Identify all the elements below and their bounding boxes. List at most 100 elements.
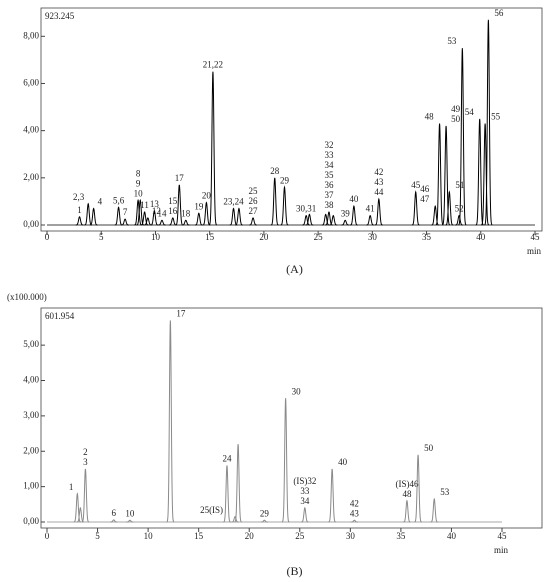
peak-label: 49 [451,104,461,114]
peak-label: 40 [349,194,359,204]
peak-label: (IS)46 [395,479,418,489]
peak-label: 40 [338,457,348,467]
x-axis-label: min [527,246,542,256]
x-tick-label: 15 [205,232,215,242]
x-tick-label: 40 [447,531,457,541]
peak [430,497,438,523]
peak [455,214,464,226]
x-tick-label: 30 [368,232,378,242]
peak [121,218,129,226]
peak-label: 12 [152,206,161,216]
peak [134,198,143,226]
peak-label: 30,31 [296,204,316,214]
annotation: 923.245 [45,11,75,21]
peak-label: 41 [366,204,375,214]
peak [235,207,243,226]
peak-label: 24 [222,453,232,463]
peak-label: 16 [168,206,178,216]
peak [114,206,123,226]
peak [143,217,152,226]
peak-label: 38 [324,200,334,210]
peak-label: 36 [324,180,334,190]
peak-label: 2 [83,447,88,457]
y-tick-label: 2,00 [23,445,39,455]
peak [280,185,289,226]
peak-label: 19 [194,201,204,211]
peak-label: 51 [455,180,464,190]
peak-label: 55 [491,112,501,122]
peak-label: 13 [150,199,160,209]
peak-label: 52 [455,204,464,214]
x-tick-label: 5 [99,232,104,242]
peak [403,499,411,523]
peak-label: 27 [249,206,259,216]
peak [89,207,98,226]
peak-label: 2,3 [73,192,85,202]
x-tick-label: 20 [245,531,255,541]
peak [208,71,217,226]
peak-label: 53 [440,487,450,497]
peak-label: 11 [140,200,149,210]
peak [75,216,84,226]
peak [431,205,440,226]
peak [150,209,159,226]
peak [260,519,269,523]
peak-label: 17 [176,308,186,318]
peak-label: 6 [111,508,116,518]
x-tick-label: 35 [396,531,406,541]
peak-label: 26 [249,196,259,206]
peak-label: 10 [125,508,135,518]
peak [435,123,444,226]
peak-label: 39 [341,208,351,218]
peak [81,468,90,523]
x-tick-label: 15 [194,531,204,541]
peak-label: 42 [350,498,359,508]
peak [350,519,359,523]
peak [302,214,311,226]
peak [223,465,231,523]
x-tick-label: 5 [95,531,100,541]
peak [481,123,490,226]
annotation: 601.954 [45,311,75,321]
x-tick-label: 45 [498,531,508,541]
peak-label: 45 [411,180,421,190]
x-tick-label: 0 [45,531,50,541]
peak-label: 53 [447,36,457,46]
peak [458,48,467,226]
peak-label: 33 [324,150,334,160]
peak [202,201,211,226]
peak [366,214,375,226]
y-tick-label: 5,00 [23,339,39,349]
peak [249,217,257,226]
peak [305,213,314,226]
x-tick-label: 10 [144,531,154,541]
peak-label: 44 [374,187,384,197]
x-tick-label: 40 [476,232,486,242]
peak-label: 20 [202,191,212,201]
peak [270,177,279,226]
peak [136,198,145,226]
peak [126,519,134,523]
peak [484,19,493,226]
peak [442,125,451,226]
peak-label: 54 [465,107,475,117]
peak-label: 23,24 [223,197,244,207]
y-tick-label: 2,00 [23,172,39,182]
peak-label: 33 [300,486,310,496]
peak-label: 30 [292,386,302,396]
peak [168,217,177,226]
peak [84,202,93,226]
peak [411,190,420,226]
peak [229,207,238,226]
y-unit: (x100.000) [7,292,47,302]
peak-label: 43 [374,177,384,187]
peak-label: 1 [77,205,82,215]
peak-label: 4 [98,197,103,207]
peak-label: 8 [136,168,141,178]
peak-label: 42 [374,167,383,177]
x-tick-label: 0 [45,232,50,242]
x-tick-label: 10 [151,232,161,242]
peak-label: 7 [123,207,128,217]
peak-label: 43 [350,508,360,518]
peak [140,211,149,226]
